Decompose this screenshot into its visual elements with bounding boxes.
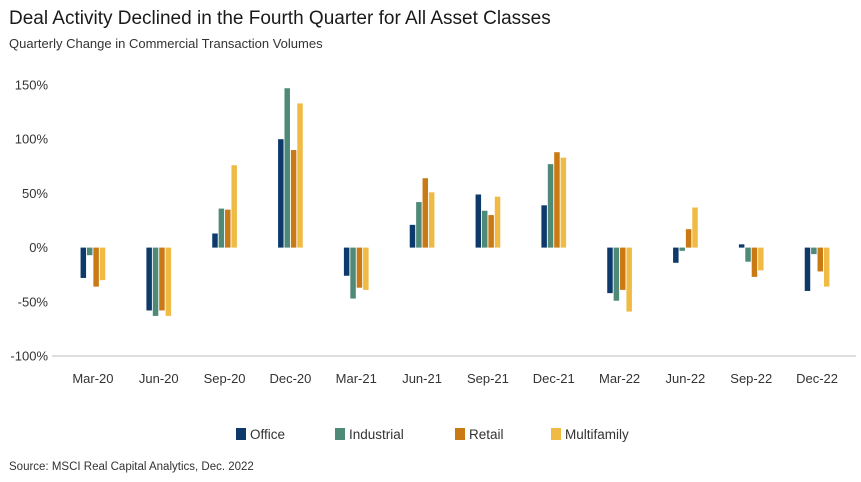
bar-multifamily [99,247,106,281]
bar-retail [554,152,560,248]
bar-group [673,207,698,263]
bar-office [738,244,745,248]
bar-retail [751,247,758,277]
bar-office [343,247,350,276]
bar-industrial [679,247,685,251]
bar-group [738,244,764,277]
y-tick-label: -50% [18,294,49,309]
legend-swatch [455,428,465,440]
bar-multifamily [626,247,632,312]
bar-retail [620,247,626,290]
bar-group [278,88,303,248]
y-tick-label: -100% [10,349,48,364]
bar-multifamily [560,157,567,248]
x-tick-label: Jun-21 [402,371,442,386]
bar-multifamily [758,247,764,271]
y-tick-label: 50% [22,186,48,201]
bar-industrial [86,247,93,256]
legend-item-multifamily: Multifamily [551,427,629,442]
bar-retail [225,209,231,248]
bar-group [607,247,632,312]
bar-multifamily [363,247,369,290]
x-tick-label: Sep-20 [204,371,246,386]
bar-group [343,247,369,299]
legend-swatch [236,428,246,440]
bar-industrial [284,88,290,248]
source-note: Source: MSCI Real Capital Analytics, Dec… [9,461,254,473]
bar-retail [488,215,494,248]
x-tick-label: Mar-20 [72,371,113,386]
bar-groups [80,88,830,316]
legend-label: Office [250,427,285,442]
bar-group [80,247,106,287]
bar-office [409,224,416,248]
bar-industrial [218,208,225,248]
bar-industrial [547,164,554,248]
bar-industrial [481,210,488,248]
bar-industrial [613,247,620,301]
bar-multifamily [692,207,698,248]
bar-retail [685,229,692,248]
bar-retail [422,178,429,248]
bar-industrial [350,247,356,299]
x-tick-label: Sep-22 [730,371,772,386]
x-tick-label: Mar-21 [336,371,377,386]
y-tick-label: 100% [15,132,49,147]
bar-group [541,152,567,248]
bar-office [212,233,218,248]
x-tick-label: Jun-20 [139,371,179,386]
bar-group [475,194,501,248]
bar-office [146,247,152,311]
chart-subtitle: Quarterly Change in Commercial Transacti… [9,36,323,51]
chart-title: Deal Activity Declined in the Fourth Qua… [9,8,551,29]
bar-multifamily [494,196,501,248]
legend-label: Multifamily [565,427,629,442]
bar-group [409,178,435,248]
bar-group [146,247,172,316]
legend-label: Retail [469,427,504,442]
x-tick-label: Mar-22 [599,371,640,386]
legend-item-office: Office [236,427,285,442]
bar-retail [817,247,824,272]
legend-label: Industrial [349,427,404,442]
bar-office [541,205,547,248]
y-axis: -100% -50% 0% 50% 100% 150% [10,78,48,364]
bar-office [278,139,284,248]
bar-group [212,165,237,248]
legend-item-retail: Retail [455,427,504,442]
legend-item-industrial: Industrial [335,427,404,442]
bar-industrial [416,202,422,248]
bar-multifamily [428,192,435,248]
bar-office [475,194,482,248]
bar-retail [93,247,99,287]
x-tick-label: Jun-22 [666,371,706,386]
legend-swatch [551,428,561,440]
bar-office [673,247,679,263]
bar-office [80,247,87,278]
legend: Office Industrial Retail Multifamily [236,427,629,442]
bar-industrial [811,247,817,255]
bar-multifamily [231,165,237,248]
x-tick-label: Dec-22 [796,371,838,386]
legend-swatch [335,428,345,440]
x-tick-label: Dec-20 [269,371,311,386]
x-tick-label: Sep-21 [467,371,509,386]
bar-office [607,247,613,294]
bar-industrial [152,247,159,316]
y-tick-label: 0% [29,240,48,255]
x-axis: Mar-20 Jun-20 Sep-20 Dec-20 Mar-21 Jun-21 Sep-… [72,371,838,386]
bar-retail [290,150,297,248]
bar-retail [356,247,363,288]
bar-multifamily [823,247,830,287]
bar-group [804,247,830,291]
bar-industrial [745,247,751,262]
bar-multifamily [165,247,172,316]
bar-retail [159,247,165,311]
y-tick-label: 150% [15,78,49,93]
bar-office [804,247,811,291]
x-tick-label: Dec-21 [533,371,575,386]
bar-multifamily [297,103,303,248]
